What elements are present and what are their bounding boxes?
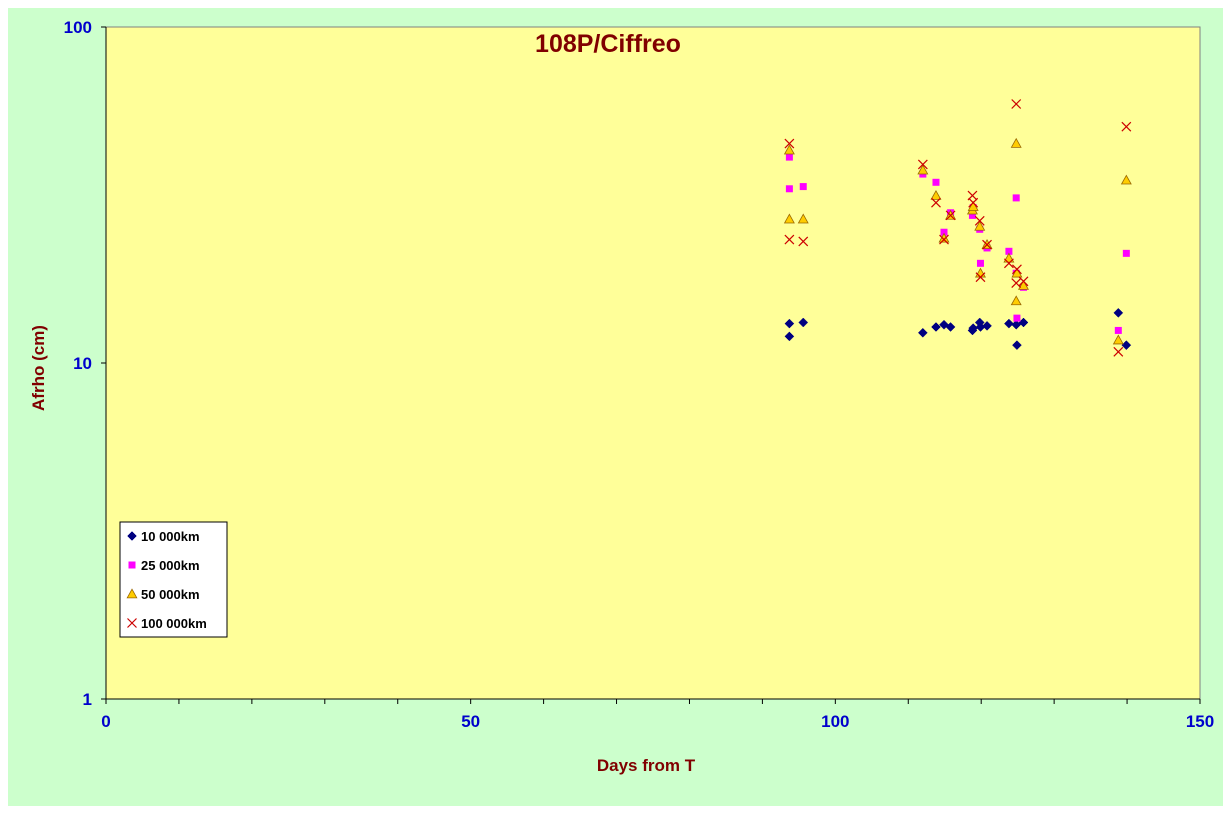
data-point: [1005, 247, 1013, 255]
data-point: [1012, 264, 1022, 275]
y-axis-title: Afrho (cm): [29, 325, 48, 411]
y-tick-label: 100: [64, 18, 92, 37]
data-point: [784, 331, 795, 342]
x-tick-label: 100: [821, 712, 849, 731]
data-point: [1113, 308, 1124, 318]
data-point: [968, 197, 979, 208]
data-point: [976, 259, 984, 267]
data-point: [1120, 174, 1132, 185]
data-point: [974, 215, 985, 226]
data-point: [1011, 99, 1022, 109]
data-point: [784, 234, 795, 245]
legend-label: 50 000km: [141, 587, 200, 602]
series-diamond: [784, 308, 1132, 351]
data-point: [1121, 121, 1132, 132]
data-point: [982, 239, 992, 250]
data-point: [1003, 258, 1014, 269]
data-point: [784, 138, 795, 149]
data-point: [1012, 194, 1020, 202]
data-point: [1010, 137, 1022, 148]
data-point: [1013, 314, 1021, 322]
legend-box: [119, 521, 228, 638]
x-axis-title: Days from T: [597, 756, 696, 775]
data-point: [1018, 279, 1029, 290]
legend-marker: [126, 588, 138, 599]
data-point: [1018, 276, 1029, 287]
data-point: [931, 197, 941, 208]
chart-title: 108P/Ciffreo: [535, 30, 681, 58]
data-point: [1012, 340, 1022, 351]
y-tick-label: 10: [73, 354, 92, 373]
legend-label: 10 000km: [141, 529, 200, 544]
data-point: [1018, 317, 1029, 328]
data-point: [982, 320, 992, 331]
legend-label: 25 000km: [141, 558, 200, 573]
data-point: [940, 228, 948, 236]
data-point: [1011, 267, 1023, 278]
data-point: [967, 201, 979, 211]
x-tick-label: 150: [1186, 712, 1214, 731]
data-point: [1122, 249, 1130, 257]
data-point: [975, 272, 986, 283]
series-x: [784, 99, 1132, 357]
legend-marker: [127, 618, 137, 628]
data-point: [945, 322, 956, 332]
data-point: [798, 236, 809, 247]
data-point: [1112, 334, 1124, 345]
data-point: [783, 213, 795, 224]
data-point: [785, 153, 793, 161]
data-point: [784, 318, 795, 329]
data-point: [1003, 252, 1015, 263]
data-point: [1010, 295, 1022, 306]
data-point: [797, 213, 809, 224]
data-point: [1011, 319, 1022, 330]
legend-marker: [128, 561, 136, 569]
data-point: [974, 220, 986, 231]
y-tick-label: 1: [83, 690, 92, 709]
data-point: [917, 164, 929, 175]
legend-marker: [127, 531, 137, 541]
data-point: [939, 234, 949, 245]
plot-area: [105, 26, 1201, 700]
legend-label: 100 000km: [141, 616, 207, 631]
x-tick-label: 0: [101, 712, 110, 731]
data-point: [799, 183, 807, 191]
data-point: [917, 327, 928, 338]
data-point: [931, 322, 941, 332]
data-point: [968, 211, 976, 219]
data-point: [932, 178, 940, 186]
data-point: [1114, 326, 1122, 334]
data-point: [1113, 346, 1124, 357]
x-tick-label: 50: [461, 712, 480, 731]
data-point: [917, 159, 928, 170]
data-point: [785, 185, 793, 193]
data-point: [930, 189, 942, 200]
data-point: [783, 144, 795, 155]
data-point: [1004, 318, 1014, 329]
data-point: [798, 317, 809, 328]
data-point: [945, 210, 956, 221]
